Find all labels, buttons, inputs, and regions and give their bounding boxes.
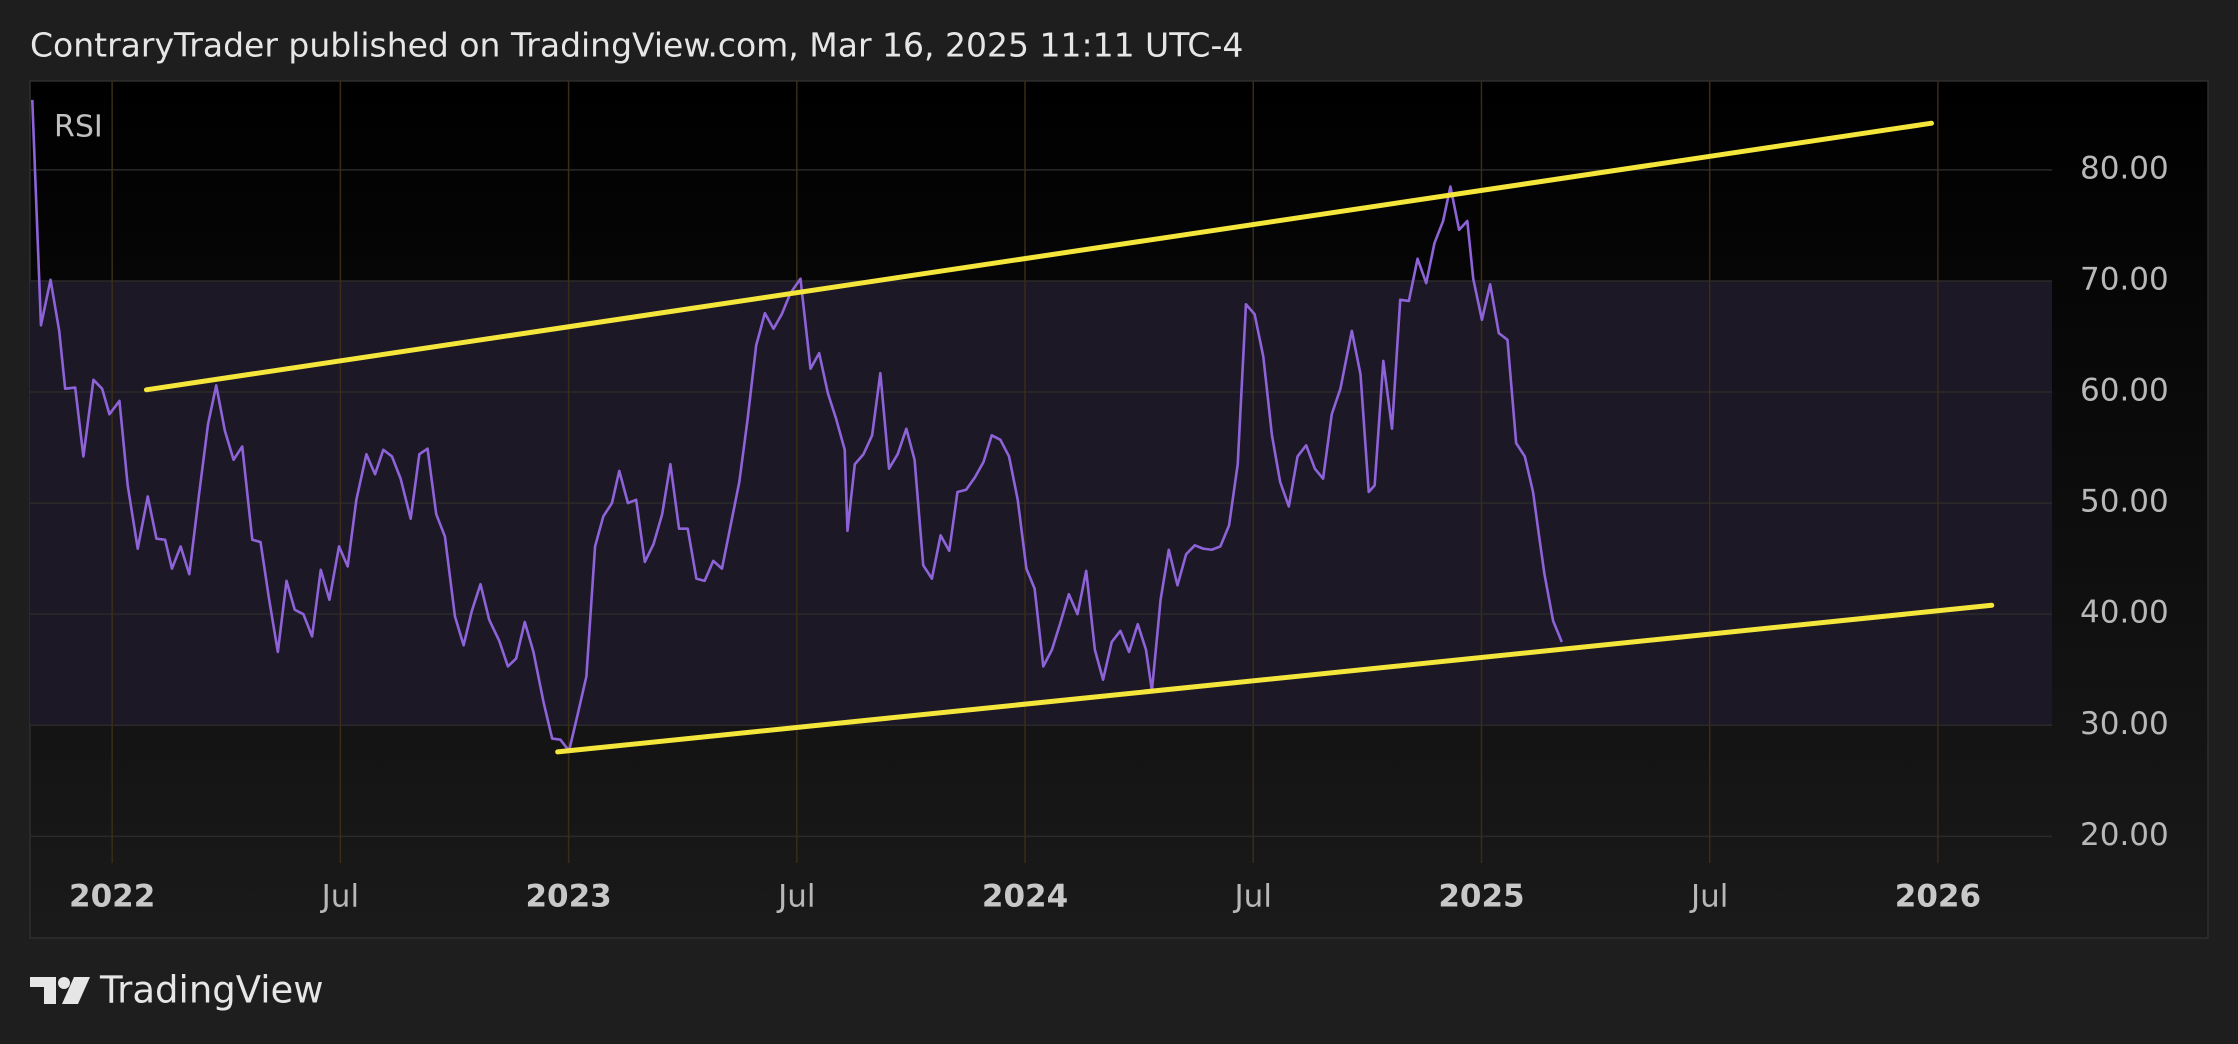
x-tick-label: 2025	[1438, 879, 1524, 915]
tradingview-logo	[30, 977, 90, 1004]
brand-name: TradingView	[99, 969, 324, 1012]
y-tick-label: 70.00	[2080, 261, 2169, 297]
y-tick-label: 80.00	[2080, 150, 2169, 186]
publish-header: ContraryTrader published on TradingView.…	[30, 26, 1243, 65]
x-tick-label: Jul	[320, 879, 359, 915]
y-tick-label: 60.00	[2080, 373, 2169, 409]
x-tick-label: 2024	[982, 879, 1068, 915]
trendline	[143, 120, 1935, 393]
y-tick-label: 50.00	[2080, 484, 2169, 520]
y-tick-label: 30.00	[2080, 706, 2169, 742]
logo-slash	[62, 977, 90, 1004]
x-tick-label: 2023	[525, 879, 611, 915]
legend-label: RSI	[54, 110, 103, 145]
x-tick-label: 2026	[1895, 879, 1981, 915]
y-tick-label: 20.00	[2080, 817, 2169, 853]
trendline	[555, 602, 1995, 755]
logo-dot	[58, 977, 70, 989]
plot	[30, 81, 2052, 863]
x-tick-label: Jul	[776, 879, 815, 915]
rsi-line	[30, 99, 1563, 753]
x-tick-label: Jul	[1689, 879, 1728, 915]
x-tick-label: 2022	[69, 879, 155, 915]
logo-mark	[30, 977, 56, 1004]
y-tick-label: 40.00	[2080, 595, 2169, 631]
x-tick-label: Jul	[1233, 879, 1272, 915]
